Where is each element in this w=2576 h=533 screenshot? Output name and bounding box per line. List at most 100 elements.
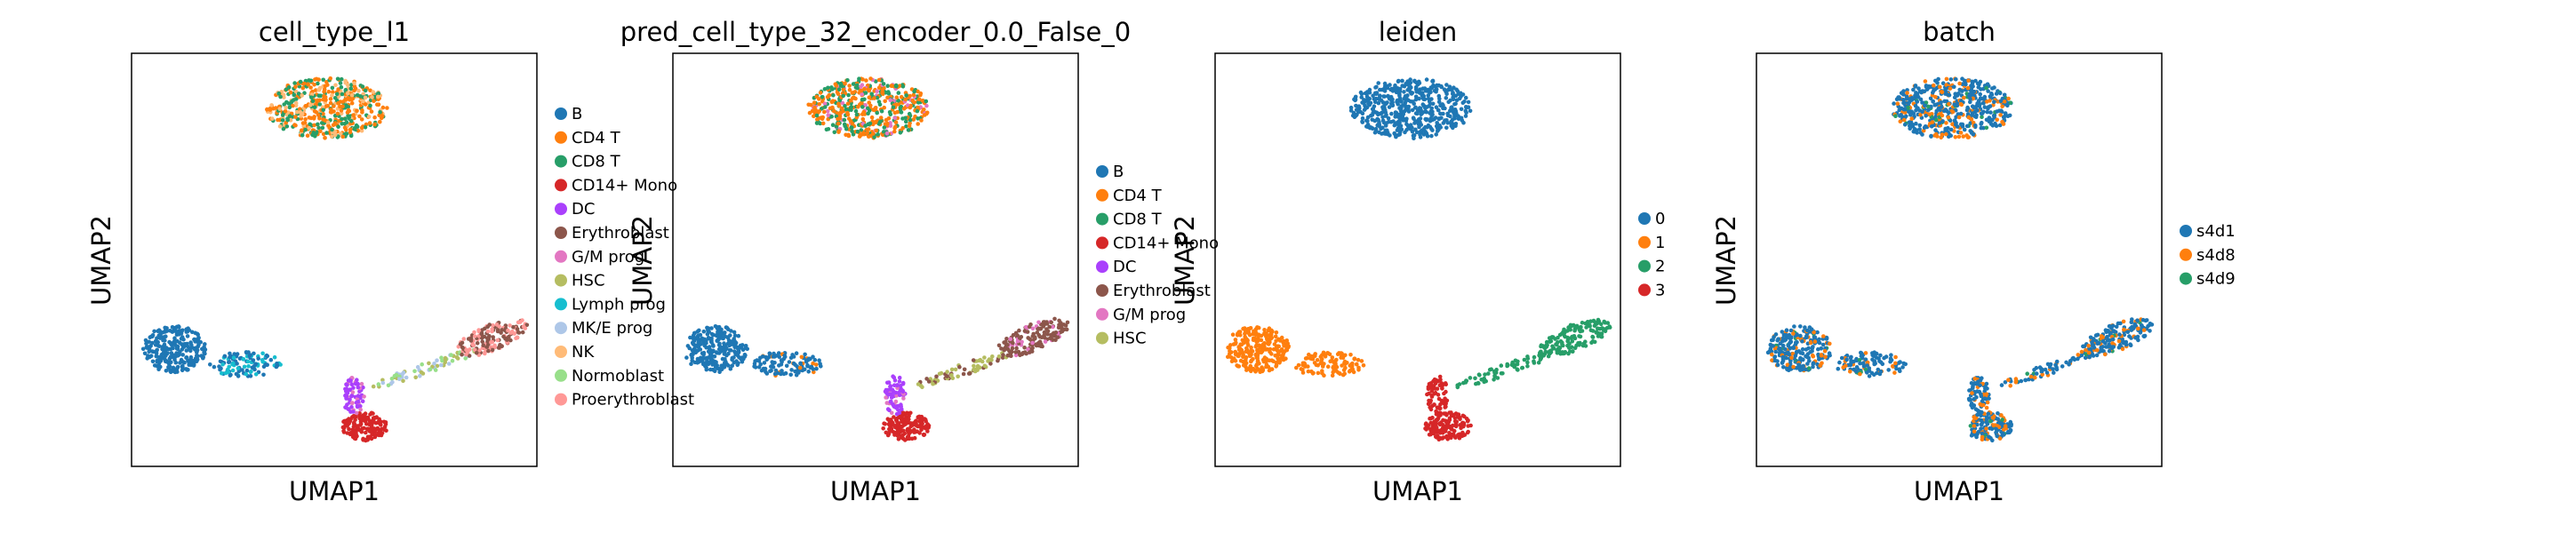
scatter-point [1947,134,1951,139]
scatter-point [1320,370,1324,376]
scatter-point [1952,84,1956,90]
scatter-point [1428,381,1434,386]
scatter-point [340,91,345,97]
scatter-point [839,106,844,111]
scatter-point [361,438,366,442]
scatter-point [1428,101,1433,107]
scatter-point [1395,128,1400,132]
scatter-point [912,100,916,105]
scatter-point [1379,126,1383,131]
scatter-point [866,87,871,91]
scatter-point [1407,86,1412,91]
legend-marker [1096,188,1108,202]
scatter-point [709,331,715,337]
scatter-point [1279,335,1284,340]
scatter-point [736,350,741,355]
scatter-point [1436,99,1442,105]
scatter-point [263,362,268,367]
scatter-point [1255,338,1260,344]
scatter-point [966,371,972,376]
scatter-point [1898,369,1902,374]
scatter-point [338,81,343,85]
scatter-point [1808,340,1813,346]
scatter-point [163,354,168,359]
scatter-point [354,410,359,416]
scatter-point [1780,354,1785,360]
scatter-point [988,362,993,366]
scatter-point [732,330,737,335]
scatter-point [859,88,864,93]
scatter-point [1382,100,1387,106]
scatter-point [1861,361,1866,366]
scatter-point [1981,125,1986,131]
scatter-point [1009,354,1013,359]
scatter-point [300,133,305,138]
scatter-point [2002,99,2007,104]
scatter-point [183,367,188,371]
scatter-point [916,122,920,126]
scatter-point [1599,322,1604,327]
scatter-point [175,354,180,358]
scatter-point [276,91,281,96]
scatter-point [1473,376,1477,381]
scatter-point [1880,362,1885,367]
scatter-point [900,428,906,434]
y-axis-label: UMAP2 [628,215,658,306]
scatter-point [244,350,249,354]
scatter-point [1936,76,1940,82]
scatter-point [1918,113,1923,117]
scatter-point [1803,325,1807,330]
scatter-point [945,374,949,378]
scatter-point [884,430,889,435]
scatter-point [288,90,293,95]
scatter-point [696,358,700,363]
scatter-point [349,92,355,98]
scatter-point [1262,328,1267,332]
legend-label: CD8 T [572,153,621,171]
scatter-point [353,86,358,91]
scatter-point [1444,83,1449,87]
scatter-point [1906,100,1911,106]
scatter-point [953,367,958,372]
scatter-point [328,97,333,101]
scatter-point [884,395,888,400]
scatter-point [1848,369,1852,374]
scatter-point [699,355,703,361]
scatter-point [342,418,347,424]
scatter-point [413,375,419,380]
scatter-point [922,433,926,438]
scatter-point [1794,340,1798,345]
scatter-point [919,118,924,123]
scatter-point [364,430,368,435]
scatter-point [354,414,358,419]
scatter-point [1959,99,1964,104]
scatter-point [893,124,898,129]
scatter-point [915,429,920,434]
scatter-point [340,122,344,126]
scatter-point [189,330,195,335]
legend-marker [555,298,567,311]
scatter-point [155,358,159,363]
scatter-point [1872,360,1876,364]
scatter-point [1444,125,1449,131]
scatter-point [1928,96,1933,101]
scatter-point [324,131,329,135]
scatter-point [293,84,298,89]
scatter-point [1819,346,1824,351]
legend-label: NK [572,343,595,362]
scatter-point [1812,339,1818,344]
scatter-point [1036,327,1041,331]
scatter-point [349,394,354,399]
scatter-point [349,119,354,123]
scatter-point [349,405,354,410]
scatter-point [324,98,328,102]
scatter-point [1254,368,1259,372]
scatter-point [347,426,351,432]
scatter-point [1775,362,1780,368]
scatter-point [490,329,494,334]
scatter-point [1915,99,1920,104]
scatter-point [1954,91,1958,97]
scatter-point [376,382,381,386]
scatter-point [874,128,879,133]
scatter-point [1308,356,1313,361]
